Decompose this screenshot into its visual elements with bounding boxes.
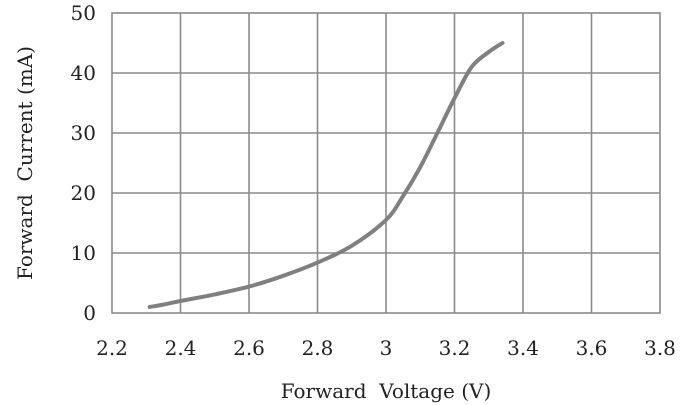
x-tick-label: 3 [380,336,393,360]
grid [112,13,660,313]
y-tick-label: 20 [71,181,96,205]
y-tick-label: 0 [83,301,96,325]
y-tick-labels: 0 10 20 30 40 50 [71,1,96,325]
series-layer [147,41,505,309]
x-tick-label: 3.2 [439,336,471,360]
y-axis-title: Forward Current (mA) [13,46,37,280]
x-tick-label: 2.6 [233,336,265,360]
y-tick-label: 40 [71,61,96,85]
plot-frame [111,12,661,314]
x-axis-title: Forward Voltage (V) [281,379,492,403]
y-tick-label: 30 [71,121,96,145]
x-tick-label: 3.8 [644,336,676,360]
x-tick-label: 3.6 [576,336,608,360]
y-tick-label: 50 [71,1,96,25]
x-tick-label: 3.4 [507,336,539,360]
x-tick-label: 2.4 [165,336,197,360]
x-tick-label: 2.2 [96,336,128,360]
x-tick-labels: 2.2 2.4 2.6 2.8 3 3.2 3.4 3.6 3.8 [96,336,676,360]
iv-curve-line [147,41,505,309]
y-tick-label: 10 [71,241,96,265]
x-tick-label: 2.8 [302,336,334,360]
